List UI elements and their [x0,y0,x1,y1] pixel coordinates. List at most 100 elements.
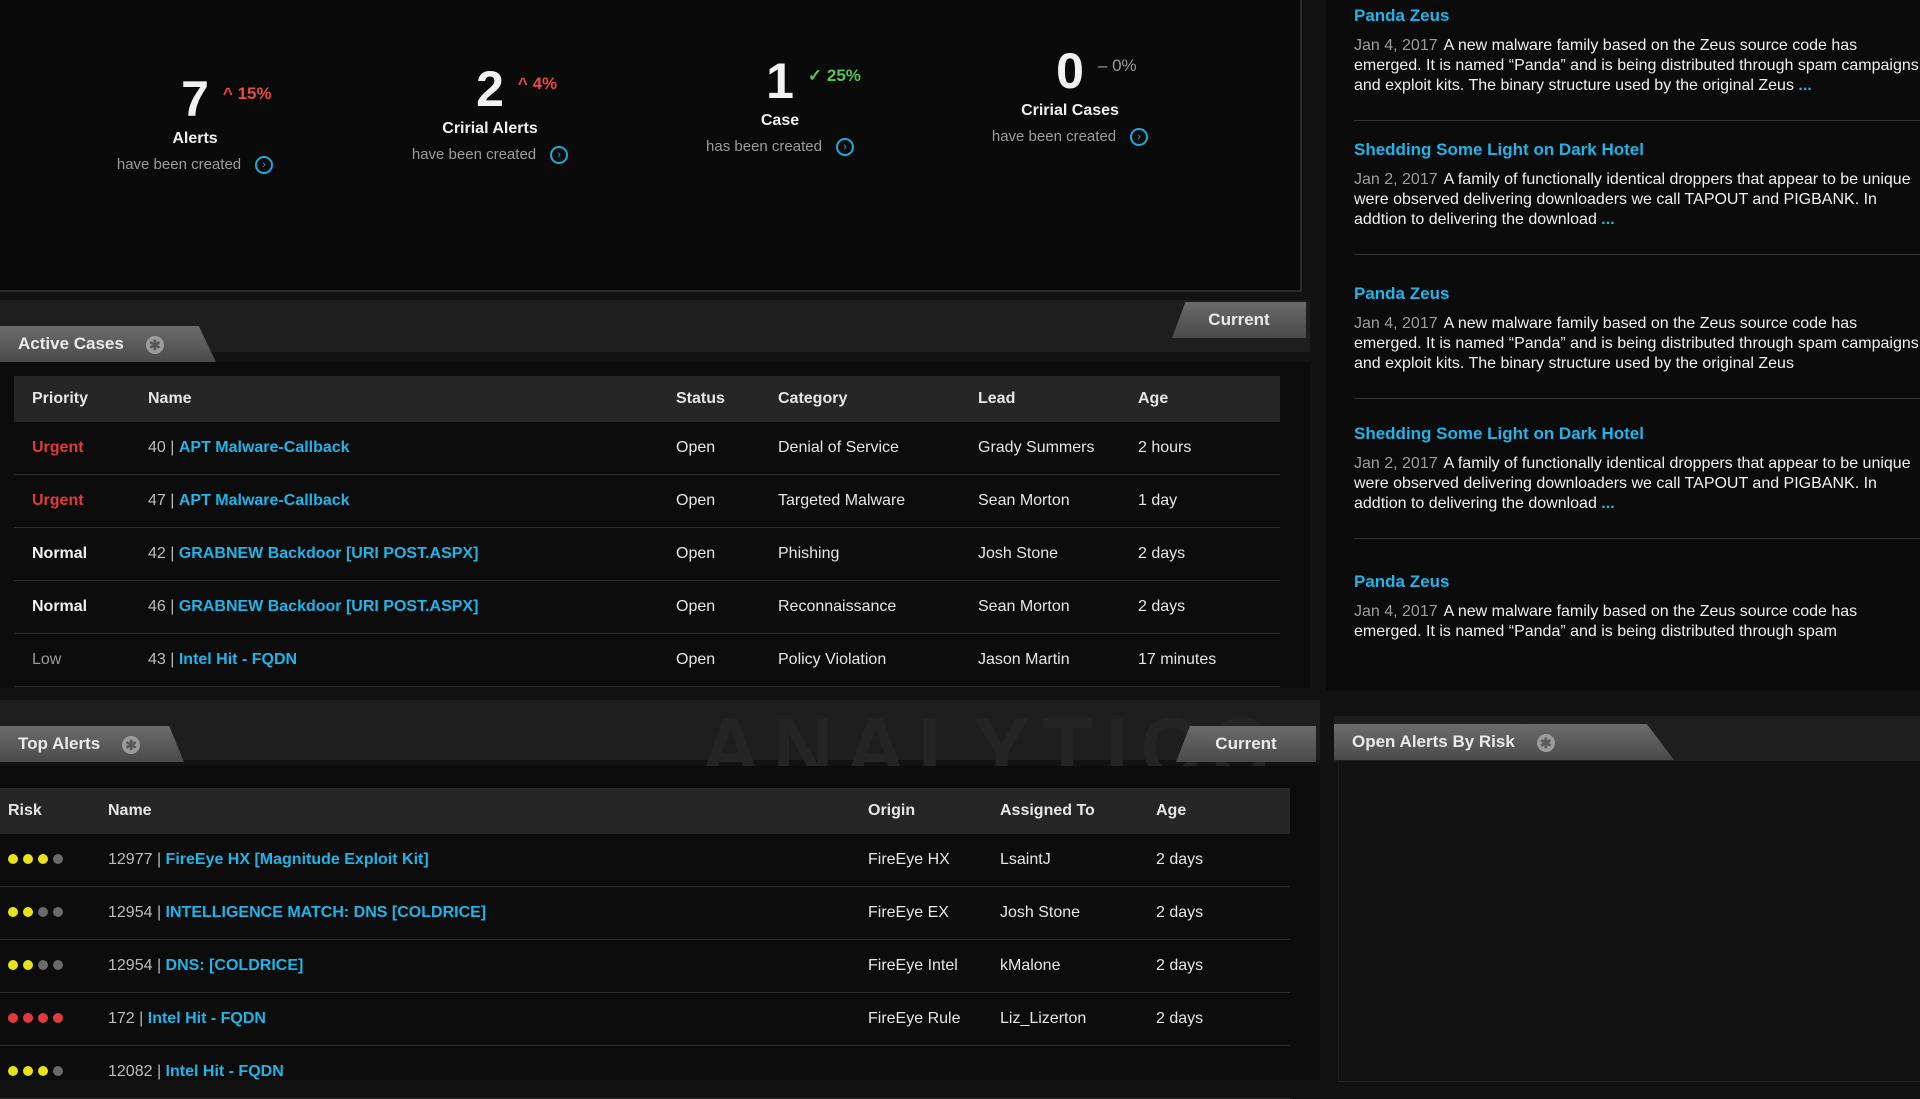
table-row[interactable]: 12954 | INTELLIGENCE MATCH: DNS [COLDRIC… [0,886,1290,940]
tab-top-alerts[interactable]: Top Alerts ✱ [0,726,184,762]
name-cell: 40 | APT Malware-Callback [148,422,676,475]
stat-case: 1 ✓ 25% Case has been created › [665,52,895,157]
column-header[interactable]: Age [1156,788,1290,834]
table-row[interactable]: 12977 | FireEye HX [Magnitude Exploit Ki… [0,834,1290,887]
case-id: 42 [148,545,166,562]
name-cell: 46 | GRABNEW Backdoor [URI POST.ASPX] [148,580,676,634]
alert-link[interactable]: Intel Hit - FQDN [147,1010,266,1027]
active-cases-current-toggle[interactable]: Current [1172,302,1306,338]
table-row[interactable]: Urgent 40 | APT Malware-Callback Open De… [14,422,1280,475]
read-more-link[interactable]: ... [1601,211,1615,228]
feed-item-title[interactable]: Panda Zeus [1354,284,1450,303]
risk-dot-yellow [23,854,33,864]
assigned-cell: Liz_Lizerton [1000,992,1156,1046]
lead-cell: Josh Stone [978,527,1138,581]
table-row[interactable]: Normal 46 | GRABNEW Backdoor [URI POST.A… [14,580,1280,634]
table-row[interactable]: 172 | Intel Hit - FQDN FireEye Rule Liz_… [0,992,1290,1046]
column-header[interactable]: Lead [978,376,1138,422]
case-id: 43 [148,651,166,668]
info-circle-icon[interactable]: › [835,138,854,157]
risk-dot-gray [38,960,48,970]
column-header[interactable]: Risk [0,788,108,834]
stat-value: 1 [766,53,794,109]
name-cell: 12082 | Intel Hit - FQDN [108,1045,868,1099]
risk-dot-yellow [38,1066,48,1076]
feed-item-title[interactable]: Shedding Some Light on Dark Hotel [1354,140,1644,159]
category-cell: Denial of Service [778,422,978,475]
case-link[interactable]: Intel Hit - FQDN [178,651,298,668]
feed-item[interactable]: Shedding Some Light on Dark Hotel Jan 2,… [1354,424,1920,539]
category-cell: Targeted Malware [778,474,978,528]
stat-alerts: 7 ^ 15% Alerts have been created › [80,70,310,175]
case-link[interactable]: APT Malware-Callback [178,439,350,456]
table-row[interactable]: 12082 | Intel Hit - FQDN [0,1045,1290,1099]
risk-dot-gray [53,960,63,970]
column-header[interactable]: Priority [14,376,148,422]
feed-item[interactable]: Panda Zeus Jan 4, 2017 A new malware fami… [1354,572,1920,686]
info-circle-icon[interactable]: › [255,156,274,175]
feed-item-title[interactable]: Shedding Some Light on Dark Hotel [1354,424,1644,443]
alert-link[interactable]: Intel Hit - FQDN [165,1063,284,1080]
table-header-row: Priority Name Status Category Lead Age [14,376,1280,422]
alert-id: 12977 [108,851,153,868]
column-header[interactable]: Age [1138,376,1280,422]
column-header[interactable]: Assigned To [1000,788,1156,834]
origin-cell [868,1045,1000,1099]
name-cell: 12954 | DNS: [COLDRICE] [108,939,868,993]
name-cell: 12977 | FireEye HX [Magnitude Exploit Ki… [108,834,868,887]
gear-icon[interactable]: ✱ [145,335,164,354]
age-cell: 2 days [1156,992,1290,1046]
stat-subtitle: have been created [411,146,537,163]
feed-item[interactable]: Shedding Some Light on Dark Hotel Jan 2,… [1354,140,1920,255]
origin-cell: FireEye EX [868,886,1000,940]
feed-item-date: Jan 4, 2017 [1354,603,1438,620]
stat-value: 7 [181,71,209,127]
stat-subtitle: have been created [116,156,242,173]
column-header[interactable]: Name [108,788,868,834]
category-cell: Phishing [778,527,978,581]
feed-item-title[interactable]: Panda Zeus [1354,6,1450,25]
risk-dot-yellow [8,1066,18,1076]
feed-item-text: A new malware family based on the Zeus s… [1354,37,1919,94]
table-row[interactable]: Low 43 | Intel Hit - FQDN Open Policy Vi… [14,633,1280,687]
info-circle-icon[interactable]: › [550,146,569,165]
stat-label: Alerts [172,130,218,147]
caret-down-icon: ✓ [807,66,827,85]
read-more-link[interactable]: ... [1798,77,1812,94]
risk-dot-yellow [23,960,33,970]
case-id: 47 [148,492,166,509]
table-row[interactable]: 12954 | DNS: [COLDRICE] FireEye Intel kM… [0,939,1290,993]
alert-link[interactable]: INTELLIGENCE MATCH: DNS [COLDRICE] [165,904,487,921]
age-cell: 17 minutes [1138,633,1280,687]
column-header[interactable]: Category [778,376,978,422]
stat-label: Case [760,112,800,129]
info-circle-icon[interactable]: › [1130,128,1149,147]
table-row[interactable]: Normal 42 | GRABNEW Backdoor [URI POST.A… [14,527,1280,581]
age-cell: 1 day [1138,474,1280,528]
stat-critical-alerts: 2 ^ 4% Cririal Alerts have been created › [375,60,605,165]
tab-open-alerts-by-risk[interactable]: Open Alerts By Risk ✱ [1334,724,1674,760]
tab-active-cases[interactable]: Active Cases ✱ [0,326,216,362]
risk-indicator [0,939,108,993]
gear-icon[interactable]: ✱ [1536,733,1555,752]
table-row[interactable]: Urgent 47 | APT Malware-Callback Open Ta… [14,474,1280,528]
feed-item[interactable]: Panda Zeus Jan 4, 2017 A new malware fami… [1354,6,1920,121]
alert-link[interactable]: DNS: [COLDRICE] [165,957,304,974]
case-link[interactable]: APT Malware-Callback [178,492,350,509]
gear-icon[interactable]: ✱ [122,735,141,754]
top-alerts-current-toggle[interactable]: Current [1176,726,1316,762]
origin-cell: FireEye Intel [868,939,1000,993]
column-header[interactable]: Origin [868,788,1000,834]
case-link[interactable]: GRABNEW Backdoor [URI POST.ASPX] [178,598,479,615]
case-link[interactable]: GRABNEW Backdoor [URI POST.ASPX] [178,545,479,562]
active-cases-panel: Priority Name Status Category Lead Age U… [0,362,1310,688]
feed-item[interactable]: Panda Zeus Jan 4, 2017 A new malware fami… [1354,284,1920,399]
age-cell [1156,1045,1290,1099]
feed-item-title[interactable]: Panda Zeus [1354,572,1450,591]
risk-dot-yellow [23,1066,33,1076]
column-header[interactable]: Status [676,376,778,422]
risk-dot-yellow [8,907,18,917]
alert-link[interactable]: FireEye HX [Magnitude Exploit Kit] [165,851,429,868]
read-more-link[interactable]: ... [1601,495,1615,512]
column-header[interactable]: Name [148,376,676,422]
